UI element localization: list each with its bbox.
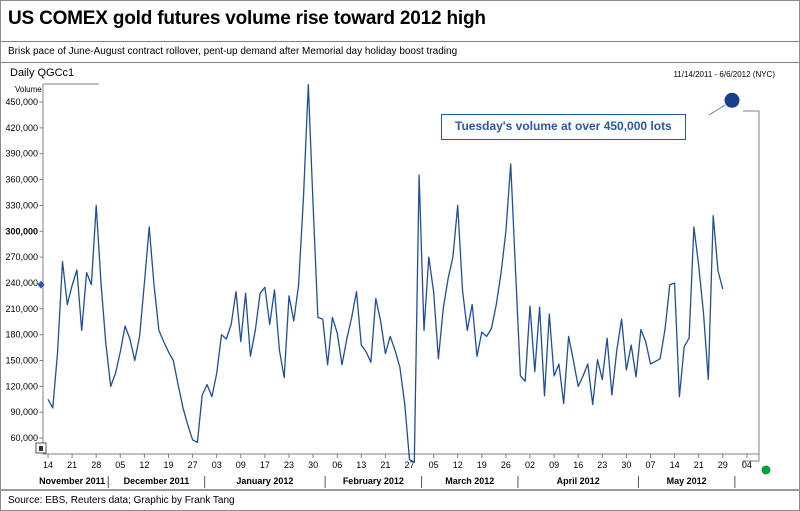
x-axis-label: 03 xyxy=(212,460,222,470)
x-axis-label: 23 xyxy=(597,460,607,470)
y-axis-label: 180,000 xyxy=(5,330,38,340)
month-label: February 2012 xyxy=(343,476,404,486)
y-axis-label: 390,000 xyxy=(5,149,38,159)
y-axis-label: 120,000 xyxy=(5,381,38,391)
y-axis-label: 210,000 xyxy=(5,304,38,314)
plot-axes xyxy=(42,84,759,455)
x-axis-label: 30 xyxy=(308,460,318,470)
axis-corner-icon-glyph xyxy=(39,446,43,451)
x-axis-label: 23 xyxy=(284,460,294,470)
x-axis-label: 06 xyxy=(332,460,342,470)
x-axis-label: 04 xyxy=(742,460,752,470)
y-axis-label: 270,000 xyxy=(5,252,38,262)
plot-right-bracket xyxy=(742,110,760,467)
y-axis-label: 300,000 xyxy=(5,226,38,236)
x-axis-label: 19 xyxy=(163,460,173,470)
y-axis-label: 240,000 xyxy=(5,278,38,288)
y-axis-label: 150,000 xyxy=(5,356,38,366)
x-axis-label: 12 xyxy=(453,460,463,470)
live-indicator-dot xyxy=(761,465,771,475)
x-axis-label: 02 xyxy=(525,460,535,470)
month-label: January 2012 xyxy=(236,476,293,486)
x-axis-label: 09 xyxy=(236,460,246,470)
y-axis-label: 330,000 xyxy=(5,200,38,210)
x-axis-label: 21 xyxy=(380,460,390,470)
subtitle-bar: Brisk pace of June-August contract rollo… xyxy=(1,42,799,63)
x-axis-label: 05 xyxy=(429,460,439,470)
x-axis-label: 26 xyxy=(501,460,511,470)
month-label: November 2011 xyxy=(39,476,105,486)
x-axis-label: 12 xyxy=(139,460,149,470)
axis-last-value-marker xyxy=(37,280,45,289)
x-axis-label: 19 xyxy=(477,460,487,470)
y-axis-unit-label: Volume xyxy=(15,85,42,94)
x-axis-label: 14 xyxy=(43,460,53,470)
x-axis-label: 28 xyxy=(91,460,101,470)
x-axis-label: 29 xyxy=(718,460,728,470)
x-axis-label: 16 xyxy=(573,460,583,470)
subtitle-text: Brisk pace of June-August contract rollo… xyxy=(8,46,458,57)
x-axis-label: 30 xyxy=(621,460,631,470)
month-label: March 2012 xyxy=(445,476,494,486)
month-label: May 2012 xyxy=(667,476,707,486)
x-axis-label: 17 xyxy=(260,460,270,470)
instrument-label: Daily QGCc1 xyxy=(10,67,75,79)
x-axis-label: 27 xyxy=(404,460,414,470)
y-axis-label: 90,000 xyxy=(10,407,38,417)
month-label: December 2011 xyxy=(124,476,190,486)
y-axis-label: 60,000 xyxy=(10,433,38,443)
volume-chart: Volume 450,000 420,000 390,000 360,000 330,00… xyxy=(5,83,771,488)
annotation-box: Tuesday's volume at over 450,000 lots xyxy=(441,114,686,140)
month-label: April 2012 xyxy=(557,476,600,486)
x-axis-label: 27 xyxy=(188,460,198,470)
y-axis-label: 450,000 xyxy=(5,97,38,107)
x-axis-label: 13 xyxy=(356,460,366,470)
x-axis-label: 07 xyxy=(645,460,655,470)
chart-panel: Volume 450,000 420,000 390,000 360,000 330,00… xyxy=(1,63,799,489)
page-title: US COMEX gold futures volume rise toward… xyxy=(8,8,486,29)
x-axis-label: 21 xyxy=(694,460,704,470)
volume-line xyxy=(47,84,724,463)
x-axis-label: 05 xyxy=(115,460,125,470)
source-text: Source: EBS, Reuters data; Graphic by Fr… xyxy=(8,495,235,506)
annotation-leader-line xyxy=(708,104,726,116)
highlight-volume-dot xyxy=(724,92,740,108)
x-axis-label: 21 xyxy=(67,460,77,470)
title-bar: US COMEX gold futures volume rise toward… xyxy=(1,1,799,42)
date-range-label: 11/14/2011 - 6/6/2012 (NYC) xyxy=(673,70,775,79)
footer-bar: Source: EBS, Reuters data; Graphic by Fr… xyxy=(1,489,799,510)
y-axis-label: 360,000 xyxy=(5,175,38,185)
x-axis-label: 09 xyxy=(549,460,559,470)
y-axis-label: 420,000 xyxy=(5,123,38,133)
x-axis-label: 14 xyxy=(670,460,680,470)
